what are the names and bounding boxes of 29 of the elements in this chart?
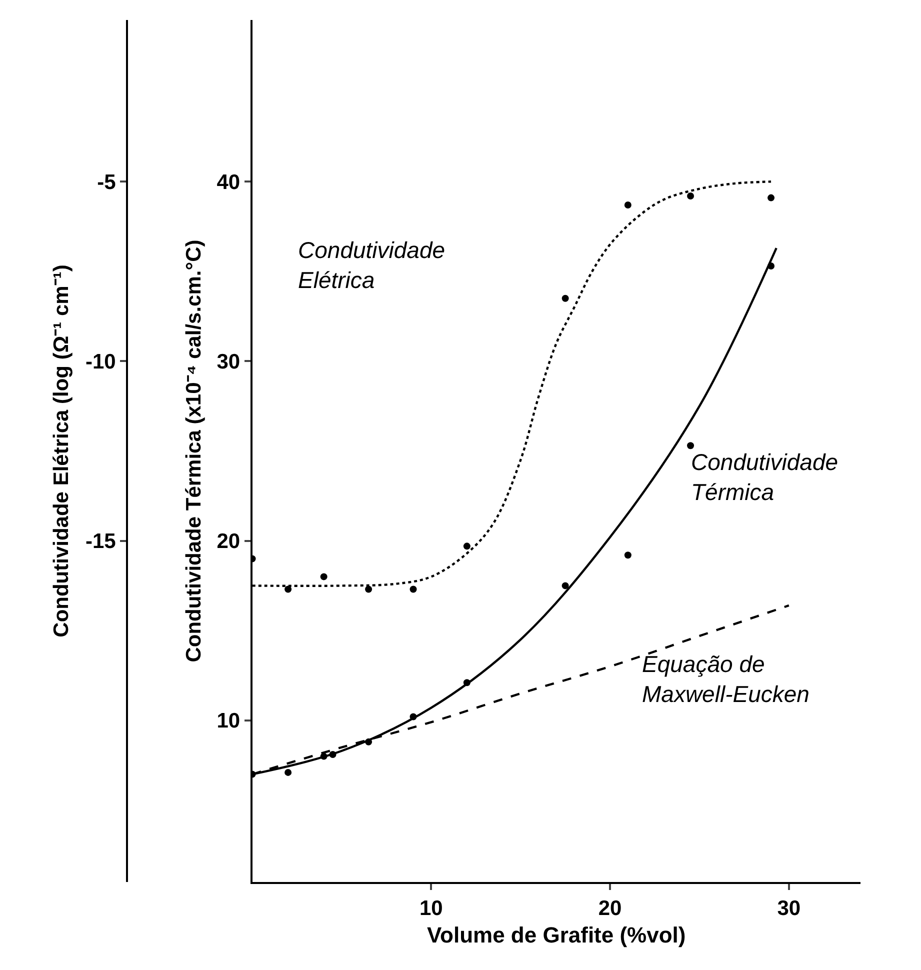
point — [463, 542, 470, 550]
x-tick-label: 20 — [598, 897, 622, 920]
y2-axis-title: Condutividade Elétrica (log (Ω⁻¹ cm⁻¹) — [50, 264, 74, 638]
point — [624, 552, 632, 559]
y-tick-label: 20 — [216, 530, 240, 554]
point — [624, 201, 632, 208]
x-tick-label: 10 — [419, 897, 443, 920]
annotation: Equação de Maxwell-Eucken — [642, 651, 810, 707]
point — [320, 573, 328, 580]
point — [562, 582, 569, 590]
x-tick-label: 30 — [777, 897, 801, 920]
y2-tick-label: -10 — [85, 350, 116, 374]
point — [410, 586, 417, 593]
y-tick-label: 40 — [216, 170, 240, 194]
point — [687, 442, 694, 450]
y2-tick-label: -5 — [97, 170, 116, 194]
point — [562, 294, 569, 302]
y2-tick-label: -15 — [85, 530, 116, 554]
annotation: Condutividade Elétrica — [298, 237, 446, 293]
y-tick-label: 30 — [216, 350, 240, 374]
y-axis-title: Condutividade Térmica (x10⁻⁴ cal/s.cm.°C) — [182, 240, 206, 662]
point — [284, 586, 292, 593]
point — [284, 768, 292, 776]
point — [768, 194, 775, 202]
point — [687, 192, 694, 200]
annotation: Condutividade Térmica — [691, 449, 838, 505]
point — [365, 586, 372, 593]
y-tick-label: 10 — [216, 710, 240, 733]
x-axis-title: Volume de Grafite (%vol) — [426, 922, 686, 948]
